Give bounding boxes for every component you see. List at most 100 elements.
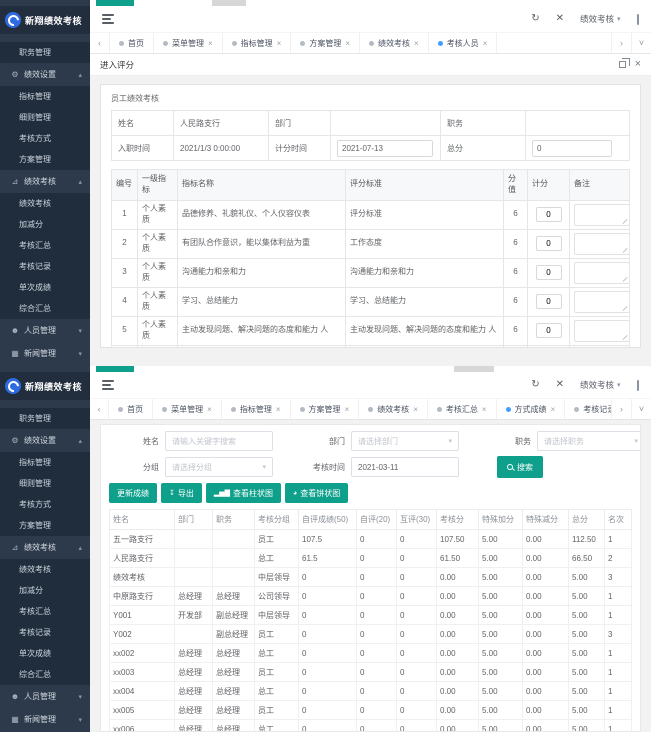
sidebar-item[interactable]: 绩效考核 xyxy=(0,559,90,580)
note-textarea[interactable] xyxy=(574,261,629,284)
close-icon[interactable]: × xyxy=(634,58,641,70)
sidebar-item[interactable]: 职务管理 xyxy=(0,42,90,63)
assess-time-input[interactable]: 2021-03-11 xyxy=(351,457,459,477)
collapse-sidebar-icon[interactable] xyxy=(102,380,114,390)
table-row[interactable]: xx002 总经理 总经理 总工 0 0 0 0.00 5.00 xyxy=(109,643,632,663)
table-row[interactable]: 中原路支行 总经理 总经理 公司领导 0 0 0 0.00 5.00 xyxy=(109,586,632,606)
tab-close-icon[interactable]: × xyxy=(550,404,556,414)
sidebar-item[interactable]: 单次成绩 xyxy=(0,277,90,298)
tab[interactable]: 首页 xyxy=(110,33,154,53)
sidebar-item[interactable]: 考核方式 xyxy=(0,494,90,515)
table-row[interactable]: 绩效考核 中层领导 0 0 0 0.00 5.00 xyxy=(109,567,632,587)
total-score-input[interactable] xyxy=(532,139,612,157)
tabs-scroll-left[interactable]: ‹ xyxy=(90,399,110,419)
sidebar-item[interactable]: 考核记录 xyxy=(0,256,90,277)
fullscreen-icon[interactable]: ✕ xyxy=(555,379,564,390)
sidebar-item[interactable]: 考核方式 xyxy=(0,128,90,149)
dept-select[interactable]: 请选择部门 ▾ xyxy=(351,431,459,451)
sidebar-item[interactable]: ☻ 人员管理 ▾ xyxy=(0,319,90,342)
tabs-menu-icon[interactable]: ˅ xyxy=(631,399,651,419)
sidebar-item[interactable]: 考核记录 xyxy=(0,622,90,643)
group-select[interactable]: 请选择分组 ▾ xyxy=(165,457,273,477)
note-textarea[interactable] xyxy=(574,319,629,342)
sidebar-item[interactable]: 考核汇总 xyxy=(0,235,90,256)
tab-close-icon[interactable]: × xyxy=(414,38,419,48)
score-input[interactable] xyxy=(535,207,562,223)
sidebar-item[interactable]: 方案管理 xyxy=(0,515,90,536)
score-input[interactable] xyxy=(535,265,562,281)
score-input[interactable] xyxy=(535,236,562,252)
tab[interactable]: 考核人员 × xyxy=(429,33,498,53)
tab[interactable]: 菜单管理 × xyxy=(153,399,222,419)
tab[interactable]: 绩效考核 × xyxy=(360,33,429,53)
user-dropdown[interactable]: 绩效考核 ▾ xyxy=(580,379,621,391)
refresh-icon[interactable]: ↻ xyxy=(531,13,540,24)
sidebar-item[interactable]: 职务管理 xyxy=(0,408,90,429)
table-row[interactable]: 五一路支行 员工 107.5 0 0 107.50 5.00 xyxy=(109,529,632,549)
action-button[interactable]: ▂▅▇ 查看柱状图 xyxy=(205,483,282,503)
sidebar-item[interactable]: 细则管理 xyxy=(0,107,90,128)
sidebar-item[interactable]: 指标管理 xyxy=(0,452,90,473)
score-input[interactable] xyxy=(535,323,562,339)
sidebar-item[interactable]: ☻ 人员管理 ▾ xyxy=(0,685,90,708)
tab-close-icon[interactable]: × xyxy=(481,404,487,414)
tab-close-icon[interactable]: × xyxy=(275,404,281,414)
sidebar-item[interactable]: 综合汇总 xyxy=(0,664,90,685)
score-input[interactable] xyxy=(535,294,562,310)
logo-bar[interactable]: 新翔绩效考核 xyxy=(0,6,90,34)
user-dropdown[interactable]: 绩效考核 ▾ xyxy=(580,13,621,25)
tab[interactable]: 方案管理 × xyxy=(291,399,360,419)
tabs-menu-icon[interactable]: ˅ xyxy=(631,33,651,53)
tab[interactable]: 指标管理 × xyxy=(223,33,292,53)
tab[interactable]: 指标管理 × xyxy=(222,399,291,419)
maximize-icon[interactable] xyxy=(618,58,630,68)
sidebar-item[interactable]: 加减分 xyxy=(0,214,90,235)
tab-close-icon[interactable]: × xyxy=(207,404,212,414)
search-button[interactable]: 搜索 xyxy=(497,456,543,478)
sidebar-item[interactable]: ⚙ 绩效设置 ▴ xyxy=(0,429,90,452)
action-button[interactable]: ↧ 导出 xyxy=(161,483,202,503)
logo-bar[interactable]: 新翔绩效考核 xyxy=(0,372,90,400)
tab[interactable]: 考核汇总 × xyxy=(428,399,497,419)
name-search-input[interactable]: 请输入关键字搜索 xyxy=(165,431,273,451)
tab[interactable]: 方案管理 × xyxy=(291,33,361,53)
sidebar-item[interactable]: ▦ 新闻管理 ▾ xyxy=(0,342,90,365)
tab[interactable]: 考核记录 × xyxy=(565,399,611,419)
table-row[interactable]: Y001 开发部 副总经理 中层领导 0 0 0 0.00 5.00 xyxy=(109,605,632,625)
action-button[interactable]: ◕ 查看饼状图 xyxy=(285,483,349,503)
sidebar-item[interactable]: ⊿ 绩效考核 ▴ xyxy=(0,170,90,193)
refresh-icon[interactable]: ↻ xyxy=(531,379,540,390)
sidebar-item[interactable]: 细则管理 xyxy=(0,473,90,494)
tab-close-icon[interactable]: × xyxy=(276,38,282,48)
sidebar-item[interactable]: 考核汇总 xyxy=(0,601,90,622)
sidebar-item[interactable]: 指标管理 xyxy=(0,86,90,107)
note-textarea[interactable] xyxy=(574,290,629,313)
job-select[interactable]: 请选择职务 ▾ xyxy=(537,431,640,451)
tab-close-icon[interactable]: × xyxy=(482,38,488,48)
table-row[interactable]: Y002 副总经理 员工 0 0 0 0.00 5.00 xyxy=(109,624,632,644)
tab[interactable]: 绩效考核 × xyxy=(359,399,428,419)
score-date-input[interactable] xyxy=(337,139,433,157)
sidebar-item[interactable]: 方案管理 xyxy=(0,149,90,170)
fullscreen-icon[interactable]: ✕ xyxy=(555,13,564,24)
tabs-scroll-right[interactable]: › xyxy=(611,399,631,419)
action-button[interactable]: 更新成绩 xyxy=(109,483,157,503)
tab[interactable]: 方式成绩 × xyxy=(497,399,566,419)
sidebar-item[interactable]: 加减分 xyxy=(0,580,90,601)
note-textarea[interactable] xyxy=(574,232,629,255)
more-menu-icon[interactable] xyxy=(636,379,639,391)
tab-close-icon[interactable]: × xyxy=(345,38,351,48)
table-row[interactable]: xx003 总经理 总经理 员工 0 0 0 0.00 5.00 xyxy=(109,662,632,682)
sidebar-item[interactable]: 综合汇总 xyxy=(0,298,90,319)
more-menu-icon[interactable] xyxy=(636,13,639,25)
sidebar-item[interactable]: ⊿ 绩效考核 ▴ xyxy=(0,536,90,559)
tabs-scroll-left[interactable]: ‹ xyxy=(90,33,110,53)
tab-close-icon[interactable]: × xyxy=(344,404,350,414)
sidebar-item[interactable]: 单次成绩 xyxy=(0,643,90,664)
tab-close-icon[interactable]: × xyxy=(413,404,418,414)
tab[interactable]: 菜单管理 × xyxy=(154,33,223,53)
sidebar-item[interactable]: ▦ 新闻管理 ▾ xyxy=(0,708,90,731)
tab-close-icon[interactable]: × xyxy=(208,38,213,48)
table-row[interactable]: xx006 总经理 总经理 总工 0 0 0 0.00 5.00 xyxy=(109,719,632,731)
table-row[interactable]: 人民路支行 总工 61.5 0 0 61.50 5.00 xyxy=(109,548,632,568)
